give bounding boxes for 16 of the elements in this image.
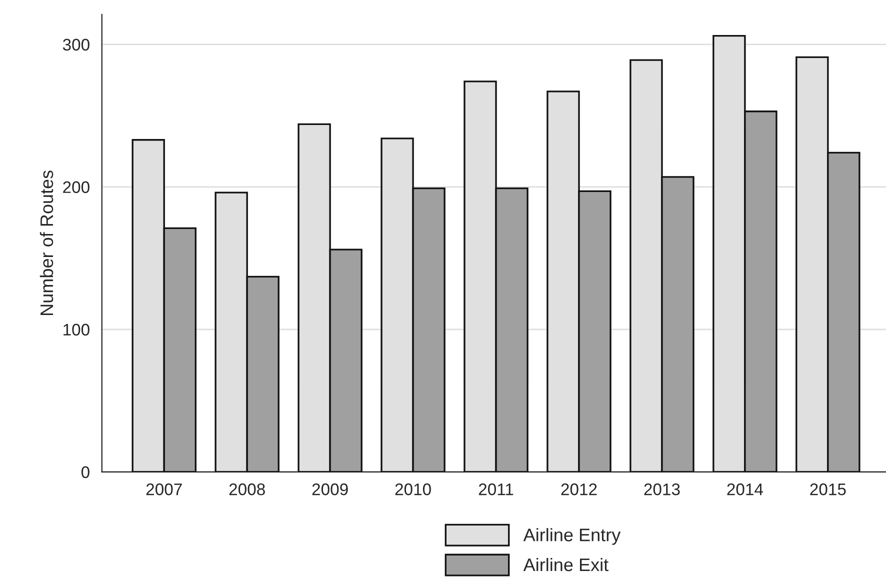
y-tick-label: 0 [81,466,90,478]
y-tick-label: 300 [62,38,90,51]
x-tick-label: 2007 [146,483,182,496]
x-tick-label: 2009 [312,483,348,496]
y-tick-label: 200 [63,181,90,194]
legend-label: Airline Exit [523,558,608,572]
y-axis-title: Number of Routes [40,170,54,315]
x-tick-label: 2012 [561,483,597,496]
x-tick-label: 2008 [229,483,265,496]
x-tick-label: 2011 [478,483,514,496]
legend-label: Airline Entry [523,528,621,545]
x-tick-label: 2015 [810,483,846,496]
x-tick-label: 2014 [727,483,763,496]
y-tick-label: 100 [64,324,90,336]
x-tick-label: 2013 [644,483,680,496]
x-tick-label: 2010 [395,483,431,496]
